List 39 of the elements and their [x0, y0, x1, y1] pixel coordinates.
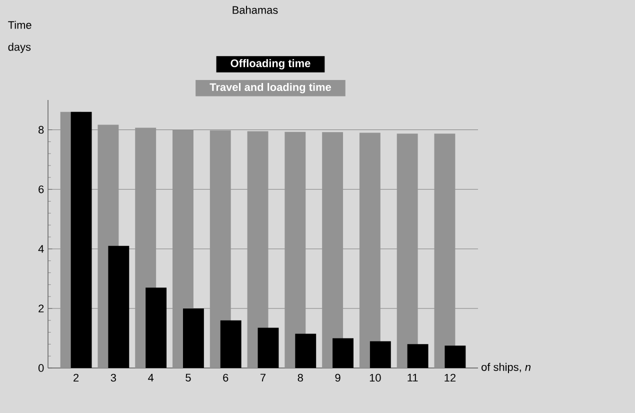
x-tick-label: 11	[408, 374, 418, 382]
bar	[258, 328, 279, 368]
y-tick-label: 0	[38, 364, 44, 372]
bar	[322, 132, 344, 368]
y-tick-label: 6	[38, 185, 44, 194]
bar	[220, 320, 242, 368]
bar	[359, 132, 380, 368]
bar	[370, 341, 391, 368]
x-tick-label: 4	[148, 374, 154, 382]
bar	[70, 112, 92, 368]
y-tick-label: 8	[38, 126, 44, 134]
x-tick-label: 3	[110, 374, 116, 382]
bar	[146, 288, 167, 368]
bar	[182, 308, 204, 368]
x-tick-label: 9	[335, 374, 340, 382]
y-tick-label: 2	[38, 304, 44, 312]
bar	[247, 131, 268, 368]
text: Time days	[8, 20, 32, 53]
bar	[396, 134, 418, 368]
x-tick-label: 10	[370, 374, 381, 382]
bar	[407, 344, 428, 368]
bar	[444, 346, 466, 368]
text: Travel and loading time	[210, 82, 332, 94]
x-tick-label: 12	[444, 374, 456, 382]
bar	[284, 132, 306, 368]
bar	[332, 338, 354, 368]
x-tick-label: 6	[223, 374, 228, 382]
x-tick-label: 7	[260, 374, 266, 382]
bar	[108, 246, 130, 368]
bar	[434, 134, 456, 368]
x-tick-label: 5	[186, 374, 191, 382]
bar	[210, 130, 231, 368]
bar	[295, 334, 316, 368]
x-tick-label: 2	[74, 374, 79, 382]
y-tick-label: 4	[38, 245, 44, 253]
chart-title: Bahamas	[232, 6, 278, 14]
x-tick-label: 8	[298, 374, 303, 382]
x-axis-title: of ships, n	[482, 362, 531, 374]
text: Offloading time	[230, 59, 310, 70]
